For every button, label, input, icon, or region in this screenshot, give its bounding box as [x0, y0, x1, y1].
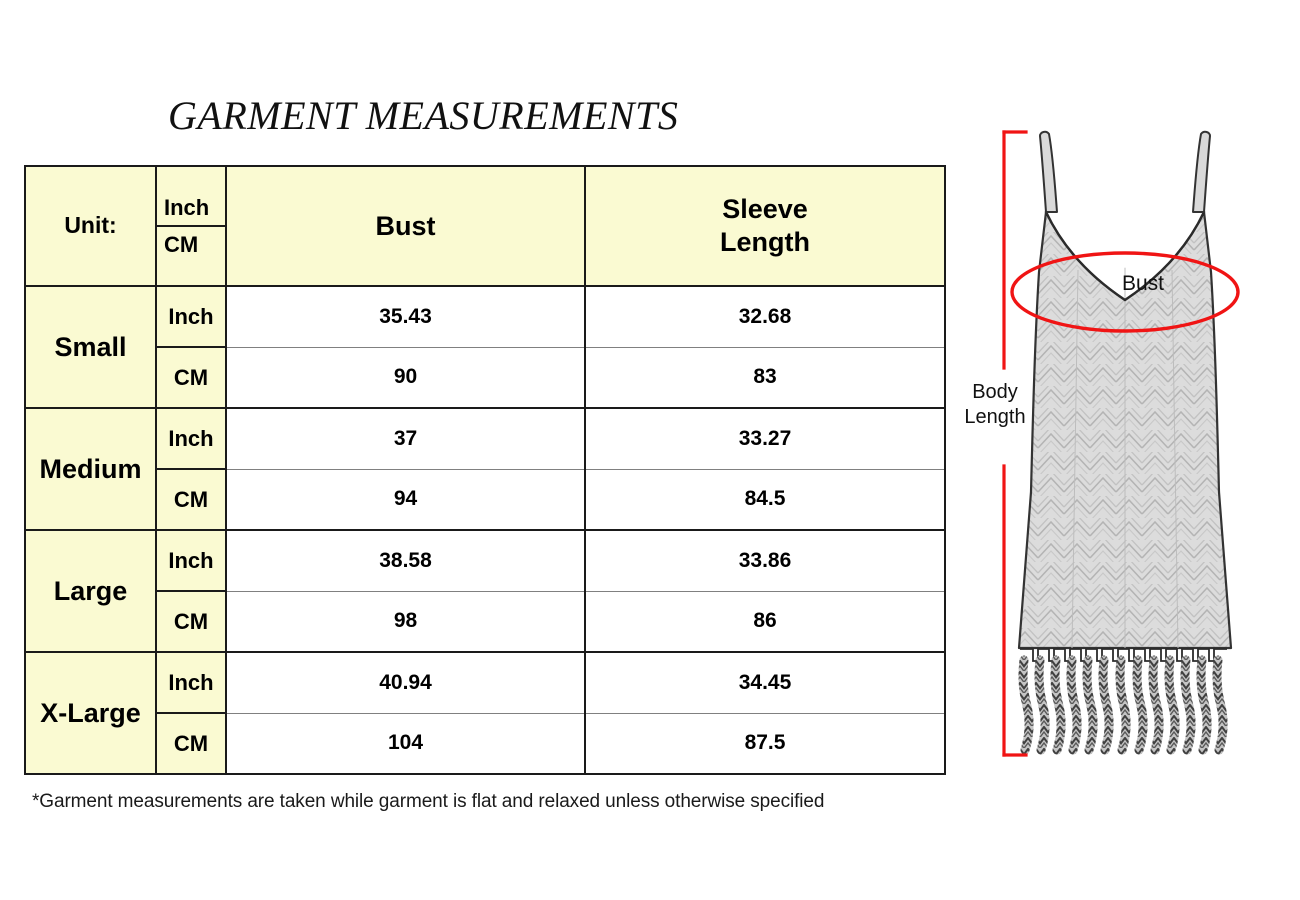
measurement-footnote: *Garment measurements are taken while ga… [32, 791, 825, 812]
size-label-small: Small [24, 285, 157, 409]
table-row: CM 98 86 [25, 591, 946, 653]
column-header-sleeve-length: Sleeve Length [584, 165, 946, 287]
table-row: CM 90 83 [25, 347, 946, 409]
row-unit-inch: Inch [155, 651, 227, 714]
value-sleeve-small-cm: 83 [584, 347, 946, 409]
value-bust-x-large-inch: 40.94 [225, 651, 586, 714]
dress-body [1017, 130, 1233, 650]
table-row: Large Inch 38.58 33.86 [24, 529, 946, 653]
value-bust-small-inch: 35.43 [225, 285, 586, 348]
value-sleeve-small-inch: 32.68 [584, 285, 946, 348]
value-sleeve-x-large-cm: 87.5 [584, 713, 946, 775]
row-unit-cm: CM [155, 591, 227, 653]
value-sleeve-medium-cm: 84.5 [584, 469, 946, 531]
unit-label-cell: Unit: [24, 165, 157, 287]
body-length-label-line2: Length [964, 406, 1026, 428]
row-unit-inch: Inch [155, 285, 227, 348]
body-length-label-line1: Body [972, 381, 1018, 403]
column-header-bust: Bust [225, 165, 586, 287]
size-label-medium: Medium [24, 407, 157, 531]
page-title: GARMENT MEASUREMENTS [168, 93, 679, 138]
body-length-measure-bracket [1002, 130, 1028, 757]
value-sleeve-large-cm: 86 [584, 591, 946, 653]
value-bust-medium-cm: 94 [225, 469, 586, 531]
row-unit-inch: Inch [155, 529, 227, 592]
column-header-sleeve-length-line1: Sleeve [722, 194, 808, 225]
table-row: Medium Inch 37 33.27 [24, 407, 946, 531]
unit-option-inch[interactable]: Inch [157, 190, 225, 227]
unit-option-cm[interactable]: CM [164, 232, 199, 257]
row-unit-cm: CM [155, 347, 227, 409]
value-bust-large-cm: 98 [225, 591, 586, 653]
table-row: CM 94 84.5 [25, 469, 946, 531]
body-length-label: Body Length [959, 380, 1031, 430]
value-bust-small-cm: 90 [225, 347, 586, 409]
garment-measurements-table: Unit: Inch CM Bust Sleeve Length Small I… [24, 165, 946, 775]
value-sleeve-medium-inch: 33.27 [584, 407, 946, 470]
table-row: X-Large Inch 40.94 34.45 [24, 651, 946, 775]
fringe-hem [1018, 648, 1228, 755]
value-sleeve-large-inch: 33.86 [584, 529, 946, 592]
table-row: CM 104 87.5 [25, 713, 946, 775]
value-sleeve-x-large-inch: 34.45 [584, 651, 946, 714]
table-header-row: Unit: Inch CM Bust Sleeve Length [24, 165, 946, 287]
row-unit-cm: CM [155, 713, 227, 775]
size-label-x-large: X-Large [24, 651, 157, 775]
value-bust-medium-inch: 37 [225, 407, 586, 470]
column-header-sleeve-length-line2: Length [720, 227, 810, 257]
size-label-large: Large [24, 529, 157, 653]
unit-options-cell: Inch CM [155, 165, 227, 287]
bust-measure-ellipse [1010, 251, 1240, 333]
bust-label: Bust [1122, 272, 1165, 295]
value-bust-large-inch: 38.58 [225, 529, 586, 592]
table-row: Small Inch 35.43 32.68 [24, 285, 946, 409]
row-unit-cm: CM [155, 469, 227, 531]
value-bust-x-large-cm: 104 [225, 713, 586, 775]
garment-illustration [960, 100, 1290, 790]
row-unit-inch: Inch [155, 407, 227, 470]
